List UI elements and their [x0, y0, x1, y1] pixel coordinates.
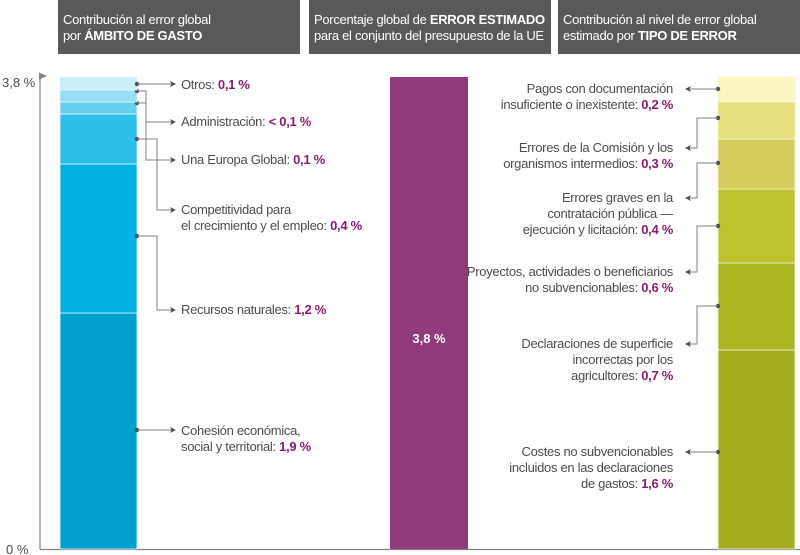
segment-value: 0,3 % [641, 156, 673, 171]
segment-value: 0,4 % [641, 222, 673, 237]
y-tick-label: 0 % [6, 542, 29, 555]
header-tipo-de-error: Contribución al nivel de error global es… [558, 0, 800, 54]
header-line: por ÁMBITO DE GASTO [63, 28, 300, 44]
header-line: para el conjunto del presupuesto de la U… [314, 28, 551, 44]
segment-label: Costes no subvencionables [522, 444, 674, 459]
bar-segment [717, 262, 796, 351]
total-error-value: 3,8 % [412, 331, 446, 346]
bar-segment [717, 349, 796, 550]
segment-label: el crecimiento y el empleo: 0,4 % [181, 218, 363, 233]
segment-label: Una Europa Global: 0,1 % [181, 152, 326, 167]
segment-label: ejecución y licitación: 0,4 % [523, 222, 674, 237]
connector-arrow [137, 90, 176, 125]
header-text: estimado por [563, 28, 638, 43]
axis-layer: 3,8 % 0 % [2, 72, 800, 555]
left-stacked-bar: Cohesión económica,social y territorial:… [59, 76, 363, 550]
header-text: Contribución al error global [63, 12, 211, 27]
bar-segment [59, 89, 138, 103]
segment-label: contratación pública — [547, 206, 673, 221]
segment-label: de gastos: 1,6 % [581, 476, 674, 491]
header-text: para el conjunto del presupuesto de la U… [314, 28, 544, 43]
bar-segment [59, 113, 138, 165]
segment-label: insuficiente o inexistente: 0,2 % [501, 97, 674, 112]
segment-value: 0,1 % [218, 77, 250, 92]
connector-arrow [137, 102, 176, 163]
segment-label: incorrectas por los [572, 352, 673, 367]
total-error-bar [390, 77, 468, 549]
bar-segment [59, 76, 138, 91]
segment-value: 0,1 % [293, 152, 325, 167]
segment-value: 0,7 % [641, 368, 673, 383]
segment-label: Cohesión económica, [181, 423, 300, 438]
header-text: por [63, 28, 85, 43]
segment-value: 1,6 % [641, 476, 673, 491]
bar-segment [59, 312, 138, 550]
header-line: Porcentaje global de ERROR ESTIMADO [314, 12, 551, 28]
bar-segment [717, 188, 796, 264]
header-ambito-de-gasto: Contribución al error global por ÁMBITO … [58, 0, 300, 54]
segment-label: no subvencionables: 0,6 % [525, 280, 674, 295]
header-bold-text: ÁMBITO DE GASTO [84, 28, 203, 43]
segment-label: Errores graves en la [562, 190, 674, 205]
segment-value: 0,4 % [330, 218, 362, 233]
segment-label: Proyectos, actividades o beneficiarios [467, 264, 674, 279]
segment-label: incluidos en las declaraciones [509, 460, 674, 475]
segment-label: organismos intermedios: 0,3 % [503, 156, 674, 171]
bar-segment [59, 101, 138, 115]
segment-label: Declaraciones de superficie [521, 336, 673, 351]
bar-segment [717, 101, 796, 140]
segment-label: Pagos con documentación [527, 81, 673, 96]
header-line: Contribución al nivel de error global [563, 12, 800, 28]
header-text: Porcentaje global de [314, 12, 430, 27]
segment-label: Competitividad para [181, 202, 292, 217]
segment-label: Otros: 0,1 % [181, 77, 250, 92]
bar-segment [717, 76, 796, 103]
header-text: Contribución al nivel de error global [563, 12, 757, 27]
segment-value: 1,9 % [279, 439, 311, 454]
segment-label: social y territorial: 1,9 % [181, 439, 312, 454]
segment-value: < 0,1 % [269, 114, 312, 129]
segment-label: Errores de la Comisión y los [519, 140, 674, 155]
bar-segment [59, 163, 138, 314]
header-line: estimado por TIPO DE ERROR [563, 28, 800, 44]
bar-segment [717, 138, 796, 190]
connector-arrow [685, 162, 718, 201]
header-line: Contribución al error global [63, 12, 300, 28]
segment-label: agricultores: 0,7 % [571, 368, 674, 383]
total-bar-group: 3,8 % [390, 77, 468, 549]
header-bold-text: ERROR ESTIMADO [429, 12, 545, 27]
segment-value: 0,6 % [641, 280, 673, 295]
segment-label: Administración: < 0,1 % [181, 114, 312, 129]
segment-value: 0,2 % [641, 97, 673, 112]
connector-arrow [685, 225, 718, 275]
segment-value: 1,2 % [294, 302, 326, 317]
header-bold-text: TIPO DE ERROR [637, 28, 737, 43]
connector-arrow [137, 235, 176, 313]
connector-arrow [685, 305, 718, 347]
y-tick-label: 3,8 % [2, 75, 36, 90]
segment-label: Recursos naturales: 1,2 % [181, 302, 327, 317]
connector-arrow [137, 138, 176, 213]
header-error-estimado: Porcentaje global de ERROR ESTIMADO para… [309, 0, 551, 54]
connector-arrow [685, 117, 718, 151]
